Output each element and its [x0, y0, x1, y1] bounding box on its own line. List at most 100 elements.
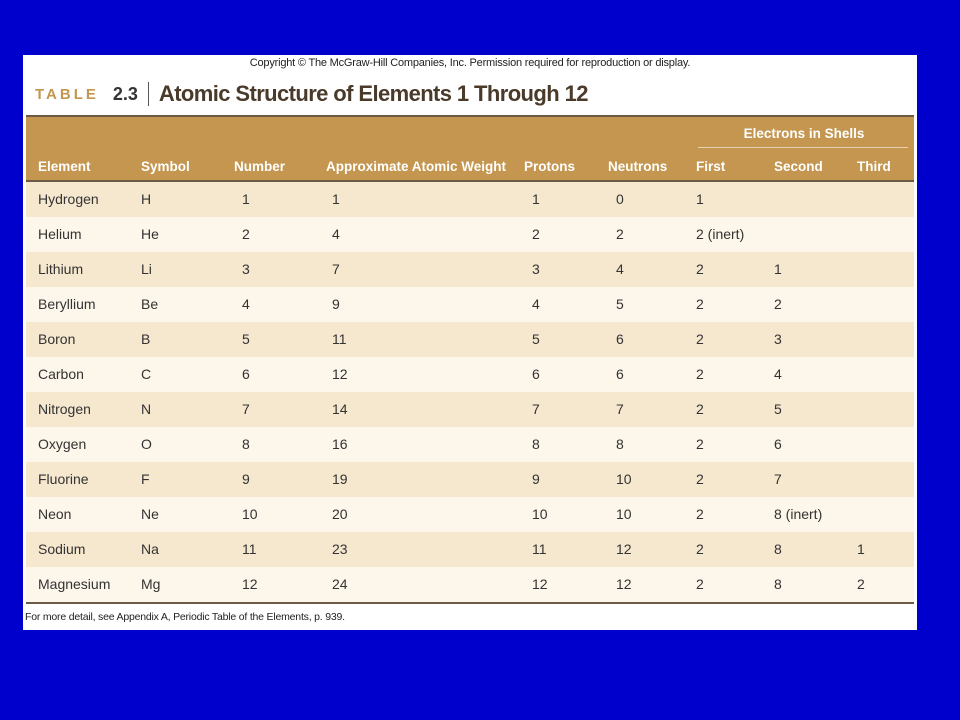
- table-row: Fluorine F 9 19 9 10 2 7: [26, 462, 914, 497]
- cell-symbol: F: [141, 471, 150, 487]
- table-row: Magnesium Mg 12 24 12 12 2 8 2: [26, 567, 914, 602]
- cell-number: 9: [242, 471, 250, 487]
- table-label: TABLE: [35, 85, 99, 103]
- cell-atomic-weight: 9: [332, 296, 340, 312]
- cell-atomic-weight: 23: [332, 541, 348, 557]
- cell-neutrons: 8: [616, 436, 624, 452]
- cell-element: Neon: [38, 506, 72, 522]
- table-body: Hydrogen H 1 1 1 0 1 Helium He 2 4 2 2 2 (inert) Lithi…: [26, 182, 914, 602]
- table-title: Atomic Structure of Elements 1 Through 1…: [158, 81, 589, 106]
- cell-neutrons: 10: [616, 471, 632, 487]
- cell-first-shell: 2: [696, 506, 704, 522]
- cell-second-shell: 3: [774, 331, 782, 347]
- cell-protons: 1: [532, 191, 540, 207]
- table-number: 2.3: [112, 83, 138, 104]
- cell-first-shell: 2: [696, 401, 704, 417]
- cell-protons: 3: [532, 261, 540, 277]
- cell-atomic-weight: 11: [332, 331, 347, 347]
- cell-element: Nitrogen: [38, 401, 91, 417]
- cell-second-shell: 5: [774, 401, 782, 417]
- cell-first-shell: 2: [696, 366, 704, 382]
- cell-protons: 12: [532, 576, 548, 592]
- table-row: Helium He 2 4 2 2 2 (inert): [26, 217, 914, 252]
- cell-first-shell: 2: [696, 261, 704, 277]
- cell-first-shell: 2: [696, 541, 704, 557]
- cell-number: 3: [242, 261, 250, 277]
- cell-element: Sodium: [38, 541, 86, 557]
- cell-element: Helium: [38, 226, 82, 242]
- table-row: Nitrogen N 7 14 7 7 2 5: [26, 392, 914, 427]
- cell-first-shell: 2 (inert): [696, 226, 745, 242]
- cell-atomic-weight: 1: [332, 191, 340, 207]
- cell-neutrons: 12: [616, 576, 632, 592]
- cell-element: Oxygen: [38, 436, 87, 452]
- cell-element: Lithium: [38, 261, 84, 277]
- column-header-neutrons: Neutrons: [608, 159, 668, 174]
- cell-second-shell: 1: [774, 261, 782, 277]
- cell-element: Beryllium: [38, 296, 96, 312]
- cell-second-shell: 8: [774, 576, 782, 592]
- cell-atomic-weight: 7: [332, 261, 340, 277]
- cell-atomic-weight: 19: [332, 471, 348, 487]
- cell-symbol: Be: [141, 296, 159, 312]
- table-heading: TABLE 2.3 Atomic Structure of Elements 1…: [35, 77, 905, 111]
- column-header-symbol: Symbol: [141, 159, 190, 174]
- cell-number: 12: [242, 576, 258, 592]
- cell-symbol: B: [141, 331, 151, 347]
- cell-number: 7: [242, 401, 250, 417]
- cell-atomic-weight: 14: [332, 401, 348, 417]
- cell-symbol: H: [141, 191, 152, 207]
- table-row: Neon Ne 10 20 10 10 2 8 (inert): [26, 497, 914, 532]
- table-row: Boron B 5 11 5 6 2 3: [26, 322, 914, 357]
- cell-neutrons: 4: [616, 261, 624, 277]
- column-header-element: Element: [38, 159, 91, 174]
- cell-number: 2: [242, 226, 250, 242]
- cell-atomic-weight: 20: [332, 506, 348, 522]
- cell-neutrons: 10: [616, 506, 632, 522]
- cell-element: Hydrogen: [38, 191, 99, 207]
- cell-first-shell: 2: [696, 436, 704, 452]
- cell-symbol: C: [141, 366, 152, 382]
- cell-first-shell: 1: [696, 191, 704, 207]
- cell-number: 6: [242, 366, 250, 382]
- cell-protons: 4: [532, 296, 540, 312]
- cell-element: Magnesium: [38, 576, 111, 592]
- cell-neutrons: 12: [616, 541, 632, 557]
- cell-protons: 2: [532, 226, 540, 242]
- column-header-number: Number: [234, 159, 286, 174]
- cell-atomic-weight: 16: [332, 436, 348, 452]
- cell-second-shell: 4: [774, 366, 782, 382]
- cell-symbol: Ne: [141, 506, 159, 522]
- cell-protons: 11: [532, 541, 547, 557]
- table-row: Lithium Li 3 7 3 4 2 1: [26, 252, 914, 287]
- column-header-protons: Protons: [524, 159, 576, 174]
- cell-symbol: Na: [141, 541, 159, 557]
- slide-card: Copyright © The McGraw-Hill Companies, I…: [23, 55, 917, 630]
- column-header-third: Third: [857, 159, 891, 174]
- cell-protons: 7: [532, 401, 540, 417]
- cell-protons: 9: [532, 471, 540, 487]
- cell-first-shell: 2: [696, 576, 704, 592]
- cell-protons: 5: [532, 331, 540, 347]
- cell-atomic-weight: 24: [332, 576, 348, 592]
- cell-neutrons: 0: [616, 191, 624, 207]
- cell-second-shell: 7: [774, 471, 782, 487]
- cell-second-shell: 6: [774, 436, 782, 452]
- cell-number: 8: [242, 436, 250, 452]
- cell-symbol: O: [141, 436, 152, 452]
- cell-symbol: He: [141, 226, 159, 242]
- cell-neutrons: 6: [616, 331, 624, 347]
- cell-neutrons: 6: [616, 366, 624, 382]
- cell-protons: 10: [532, 506, 548, 522]
- cell-third-shell: 2: [857, 576, 865, 592]
- heading-divider: [147, 82, 149, 106]
- cell-atomic-weight: 12: [332, 366, 348, 382]
- copyright-notice: Copyright © The McGraw-Hill Companies, I…: [249, 57, 691, 69]
- footnote: For more detail, see Appendix A, Periodi…: [25, 611, 345, 623]
- cell-number: 11: [242, 541, 257, 557]
- cell-neutrons: 5: [616, 296, 624, 312]
- cell-second-shell: 8 (inert): [774, 506, 823, 522]
- cell-element: Fluorine: [38, 471, 89, 487]
- cell-protons: 8: [532, 436, 540, 452]
- table-row: Carbon C 6 12 6 6 2 4: [26, 357, 914, 392]
